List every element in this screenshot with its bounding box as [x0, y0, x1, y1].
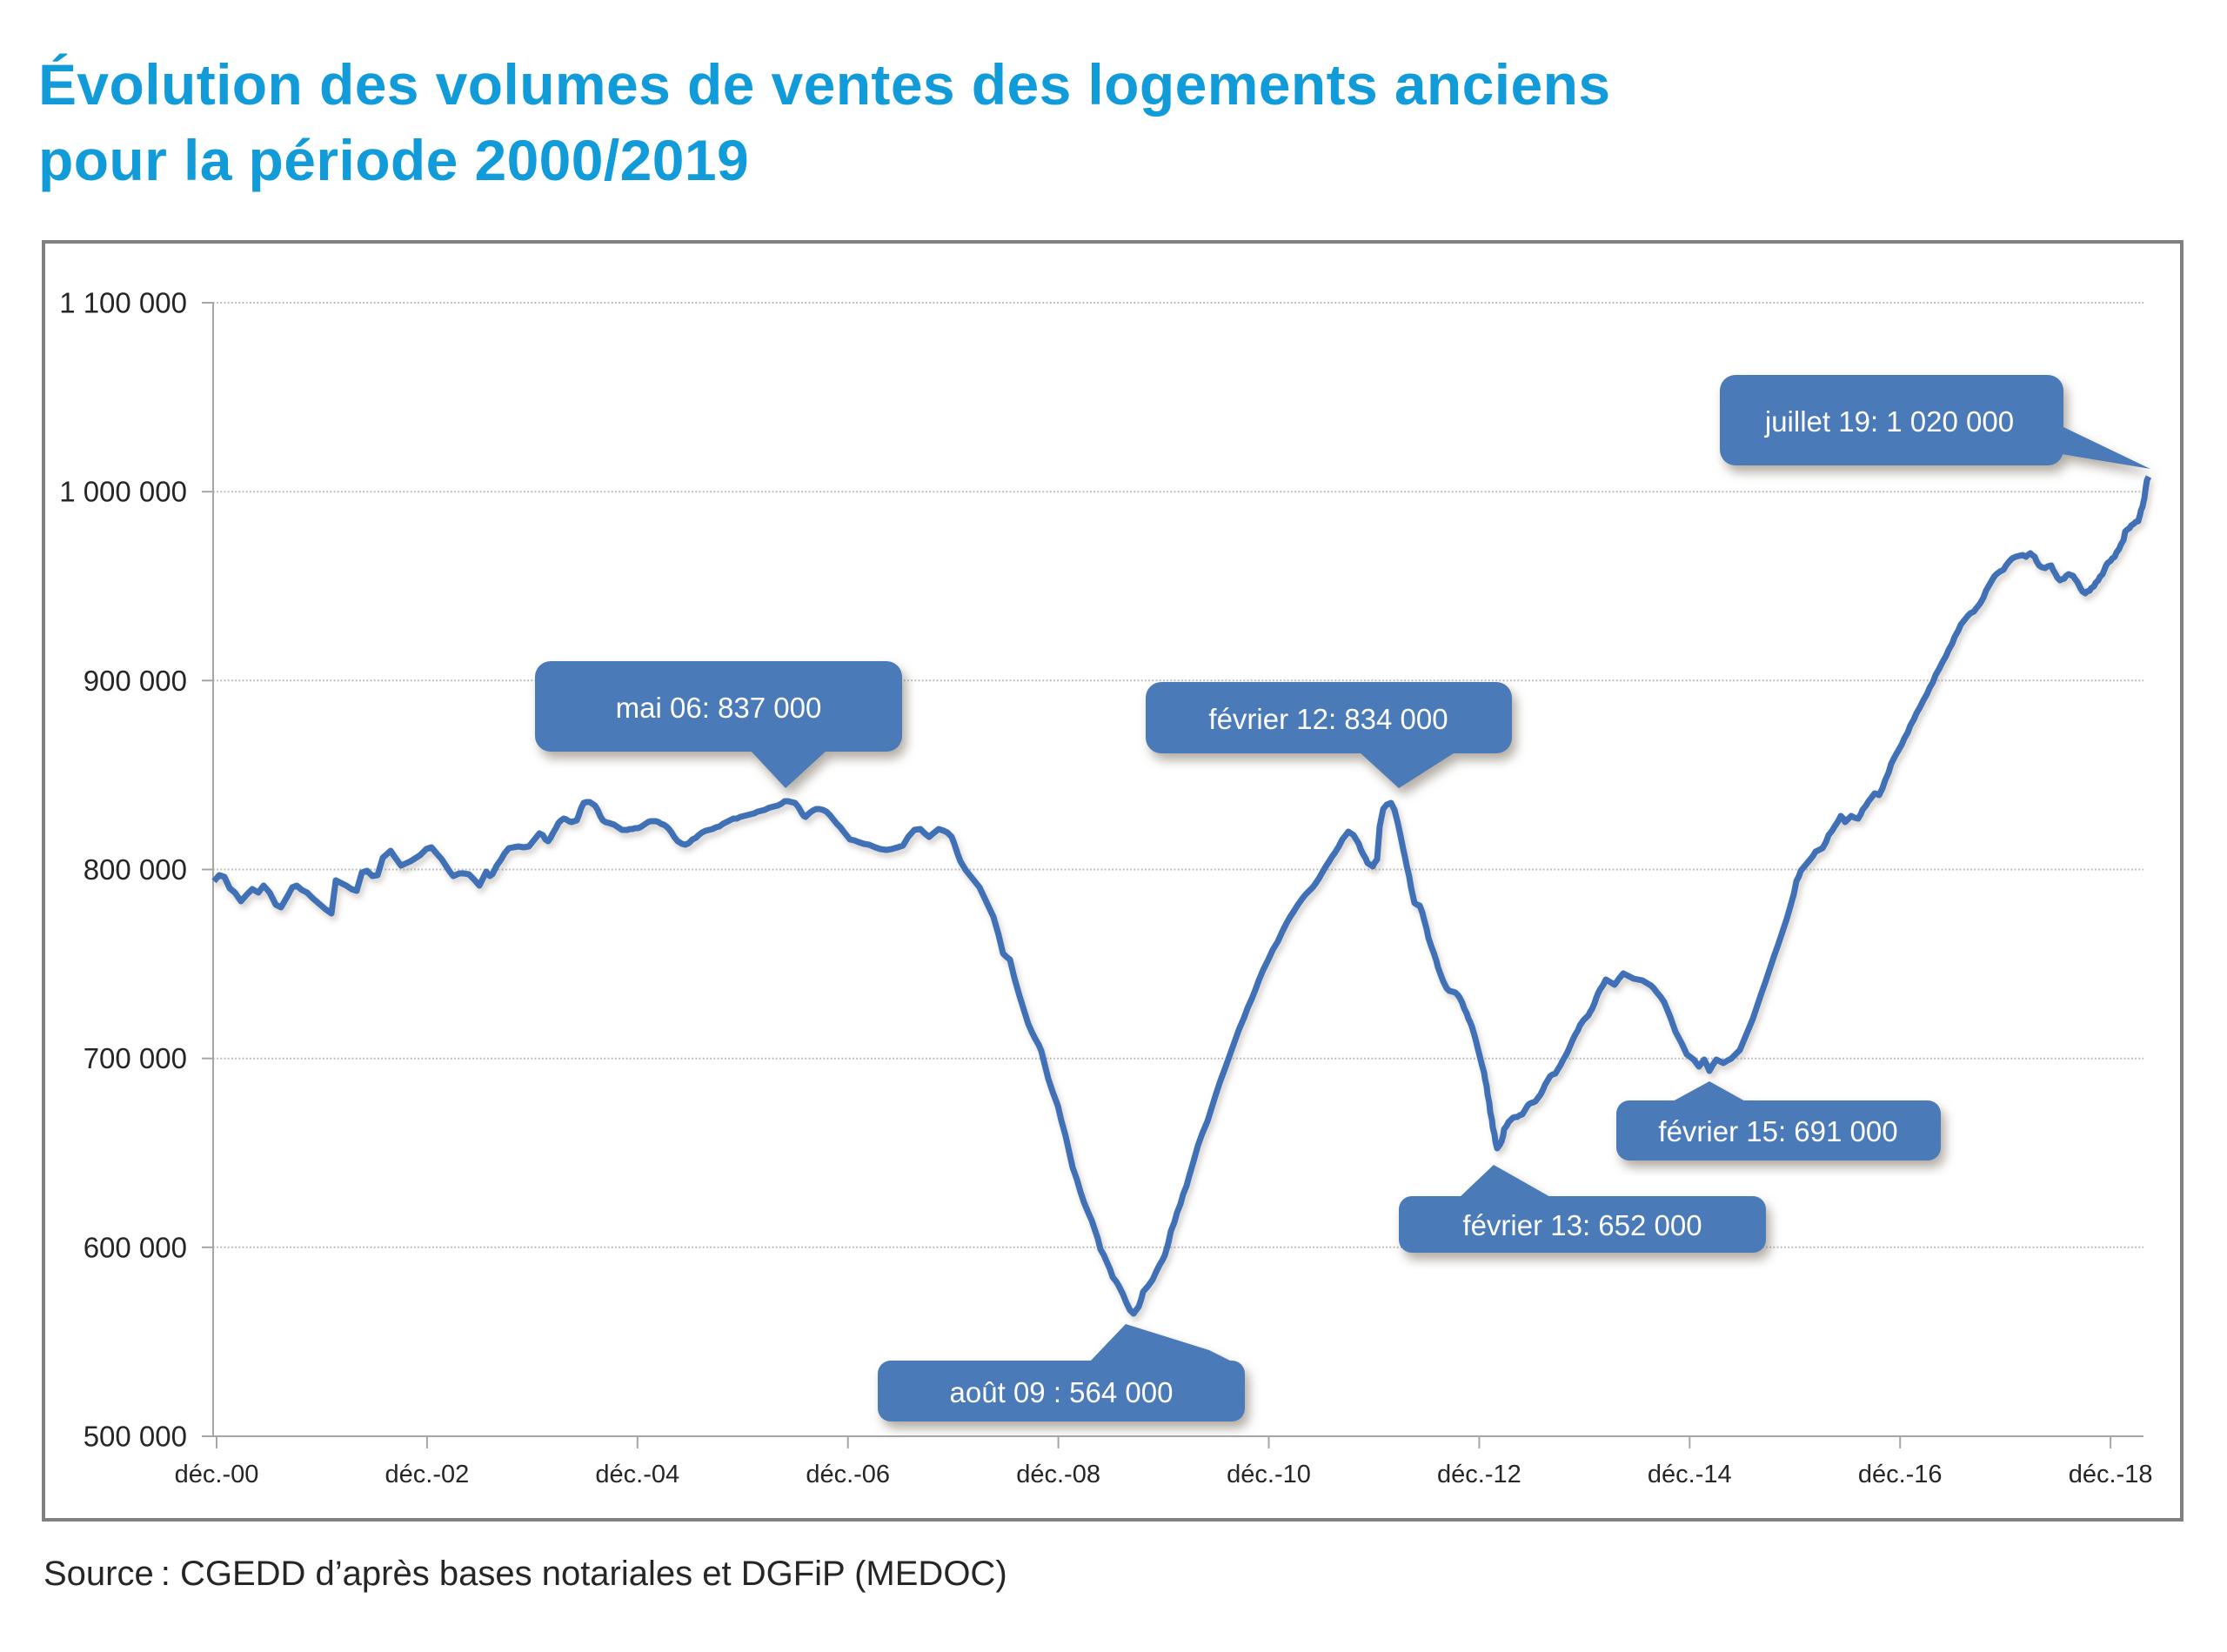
svg-text:600 000: 600 000 [84, 1231, 187, 1263]
svg-text:déc.-08: déc.-08 [1016, 1461, 1100, 1488]
svg-text:mai 06: 837 000: mai 06: 837 000 [616, 692, 822, 724]
svg-text:déc.-16: déc.-16 [1858, 1461, 1943, 1488]
svg-text:février 15: 691 000: février 15: 691 000 [1658, 1115, 1897, 1147]
svg-text:février 13: 652 000: février 13: 652 000 [1462, 1209, 1702, 1241]
svg-text:1 000 000: 1 000 000 [59, 476, 187, 508]
svg-text:déc.-04: déc.-04 [595, 1461, 679, 1488]
svg-text:déc.-10: déc.-10 [1227, 1461, 1311, 1488]
svg-text:800 000: 800 000 [84, 853, 187, 886]
svg-text:déc.-18: déc.-18 [2069, 1461, 2153, 1488]
svg-text:500 000: 500 000 [84, 1421, 187, 1453]
svg-text:déc.-14: déc.-14 [1648, 1461, 1732, 1488]
svg-text:700 000: 700 000 [84, 1042, 187, 1074]
svg-text:déc.-02: déc.-02 [385, 1461, 470, 1488]
svg-text:février 12: 834 000: février 12: 834 000 [1208, 703, 1448, 735]
svg-text:pour la période 2000/2019: pour la période 2000/2019 [38, 128, 749, 192]
svg-text:juillet 19: 1 020 000: juillet 19: 1 020 000 [1764, 405, 2014, 438]
svg-text:déc.-12: déc.-12 [1437, 1461, 1521, 1488]
svg-text:Source : CGEDD d’après bases n: Source : CGEDD d’après bases notariales … [43, 1555, 1007, 1593]
svg-text:déc.-00: déc.-00 [175, 1461, 259, 1488]
svg-text:août 09 : 564 000: août 09 : 564 000 [950, 1376, 1174, 1408]
svg-text:Évolution des volumes de vente: Évolution des volumes de ventes des loge… [38, 52, 1610, 117]
svg-text:déc.-06: déc.-06 [806, 1461, 890, 1488]
svg-text:1 100 000: 1 100 000 [59, 287, 187, 319]
svg-text:900 000: 900 000 [84, 665, 187, 697]
